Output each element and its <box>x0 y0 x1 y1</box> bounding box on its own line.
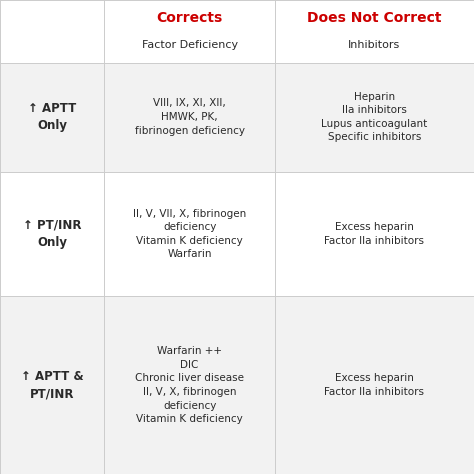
Text: Factor Deficiency: Factor Deficiency <box>142 39 237 50</box>
Text: Warfarin ++
DIC
Chronic liver disease
II, V, X, fibrinogen
deficiency
Vitamin K : Warfarin ++ DIC Chronic liver disease II… <box>135 346 244 424</box>
Text: ↑ PT/INR
Only: ↑ PT/INR Only <box>23 219 82 249</box>
Bar <box>0 172 474 296</box>
Text: ↑ APTT &
PT/INR: ↑ APTT & PT/INR <box>21 370 83 400</box>
Text: ↑ APTT
Only: ↑ APTT Only <box>28 102 76 132</box>
Text: II, V, VII, X, fibrinogen
deficiency
Vitamin K deficiency
Warfarin: II, V, VII, X, fibrinogen deficiency Vit… <box>133 209 246 259</box>
Text: Inhibitors: Inhibitors <box>348 39 401 50</box>
Bar <box>0 63 474 172</box>
Text: Does Not Correct: Does Not Correct <box>307 11 442 25</box>
Bar <box>0 296 474 474</box>
Text: Corrects: Corrects <box>156 11 223 25</box>
Bar <box>0 0 474 63</box>
Text: Excess heparin
Factor IIa inhibitors: Excess heparin Factor IIa inhibitors <box>325 374 424 397</box>
Text: VIII, IX, XI, XII,
HMWK, PK,
fibrinogen deficiency: VIII, IX, XI, XII, HMWK, PK, fibrinogen … <box>135 99 245 136</box>
Text: Heparin
IIa inhibitors
Lupus anticoagulant
Specific inhibitors: Heparin IIa inhibitors Lupus anticoagula… <box>321 91 428 143</box>
Text: Excess heparin
Factor IIa inhibitors: Excess heparin Factor IIa inhibitors <box>325 222 424 246</box>
